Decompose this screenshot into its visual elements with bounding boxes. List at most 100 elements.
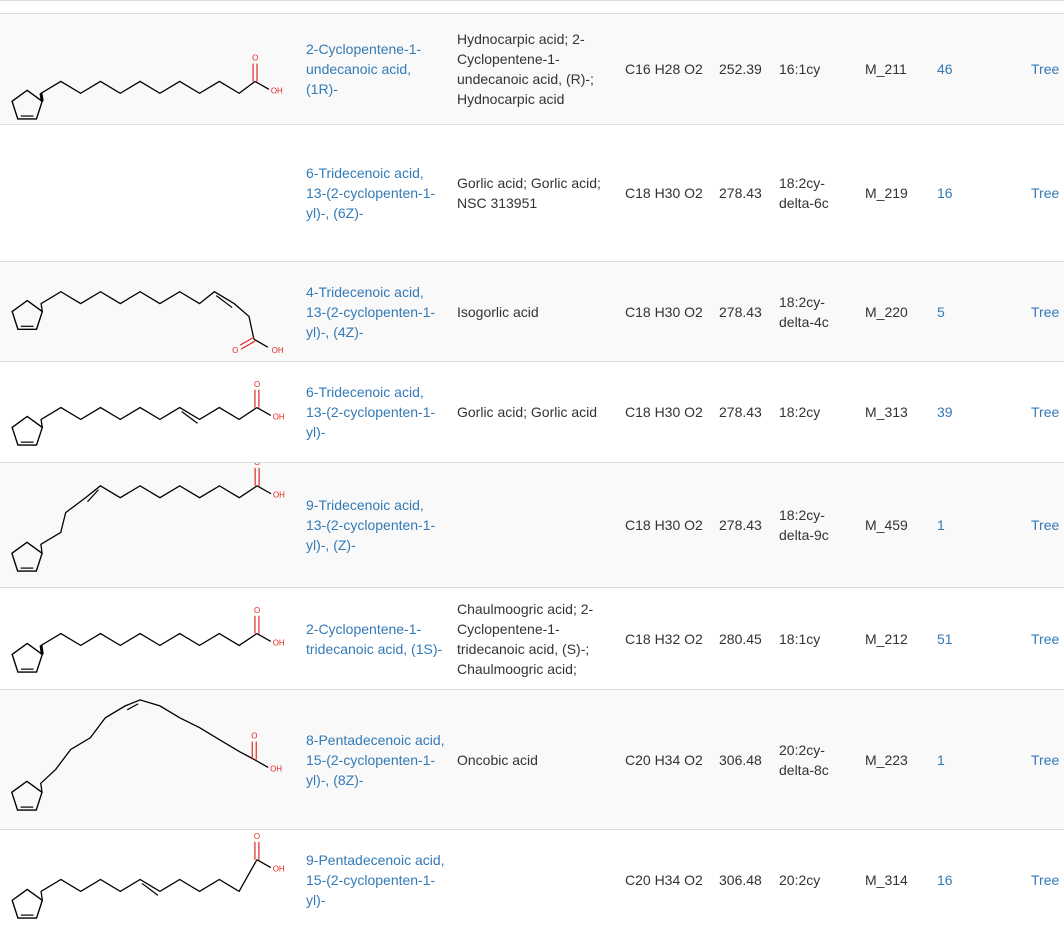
- count-link[interactable]: 39: [937, 404, 953, 420]
- tree-link[interactable]: Tree: [1031, 404, 1060, 420]
- count-link[interactable]: 51: [937, 630, 953, 647]
- oxygen-label: O: [251, 732, 257, 741]
- chain-double-bond: [181, 411, 198, 424]
- carboxyl-bond: [253, 338, 269, 348]
- compound-name-link[interactable]: 6-Tridecenoic acid, 13-(2-cyclopenten-1-…: [306, 384, 436, 440]
- formula-cell: C20 H34 O2: [625, 871, 703, 888]
- cyclopentene-ring: [11, 299, 44, 330]
- structure-diagram: OOH: [0, 125, 300, 261]
- carboxyl-bond: [256, 406, 272, 417]
- hydroxyl-label: OH: [271, 86, 283, 95]
- table-row: O OH 2-Cyclopentene-1-tridecanoic acid, (1…: [0, 587, 1064, 689]
- abbreviation-cell: 18:2cy: [779, 404, 821, 420]
- lipid-id-cell: M_220: [865, 303, 908, 320]
- mass-cell: 278.43: [719, 404, 762, 420]
- chain-double-bond: [87, 489, 99, 503]
- compound-name-link[interactable]: 9-Tridecenoic acid, 13-(2-cyclopenten-1-…: [306, 497, 436, 553]
- stereo-wedge: [39, 645, 44, 655]
- mass-cell: 280.45: [719, 630, 762, 647]
- tree-link[interactable]: Tree: [1031, 751, 1060, 768]
- lipid-id-cell: M_211: [865, 61, 907, 77]
- abbreviation-cell: 20:2cy-delta-8c: [779, 741, 829, 778]
- oxygen-label: O: [252, 54, 258, 63]
- table-row: O OH 2-Cyclopentene-1-undecanoic acid, (1R…: [0, 13, 1064, 124]
- count-link[interactable]: 46: [937, 61, 953, 77]
- count-link[interactable]: 16: [937, 185, 953, 201]
- tree-link[interactable]: Tree: [1031, 517, 1060, 533]
- oxygen-label: O: [254, 463, 260, 467]
- carbon-chain: [40, 485, 258, 554]
- compound-name-link[interactable]: 2-Cyclopentene-1-tridecanoic acid, (1S)-: [306, 620, 443, 657]
- carboxyl-bond: [254, 80, 270, 90]
- carbon-chain: [40, 632, 258, 655]
- mass-cell: 278.43: [719, 185, 762, 201]
- synonyms-cell: Oncobic acid: [457, 751, 538, 768]
- carboxyl-bond: [256, 485, 272, 495]
- carbon-chain: [40, 406, 258, 428]
- count-link[interactable]: 1: [937, 517, 945, 533]
- table-row: O OH 9-Tridecenoic acid, 13-(2-cyclopenten…: [0, 462, 1064, 587]
- compound-name-link[interactable]: 4-Tridecenoic acid, 13-(2-cyclopenten-1-…: [306, 283, 436, 340]
- table-row: O OH 8-Pentadecenoic acid, 15-(2-cyclopent…: [0, 689, 1064, 829]
- tree-link[interactable]: Tree: [1031, 185, 1060, 201]
- stereo-wedge: [39, 93, 44, 102]
- carbon-chain: [40, 80, 256, 102]
- compound-name-link[interactable]: 9-Pentadecenoic acid, 15-(2-cyclopenten-…: [306, 851, 445, 908]
- carbonyl-bond: [239, 336, 255, 346]
- carbon-chain: [40, 699, 255, 793]
- chain-double-bond: [141, 882, 159, 896]
- cyclopentene-ring: [11, 888, 44, 919]
- oxygen-label: O: [254, 832, 260, 841]
- count-link[interactable]: 5: [937, 303, 945, 320]
- oxygen-label: O: [232, 346, 238, 355]
- carboxyl-bond: [256, 859, 272, 869]
- lipid-id-cell: M_314: [865, 871, 908, 888]
- tree-link[interactable]: Tree: [1031, 61, 1060, 77]
- table-row: O OH 9-Pentadecenoic acid, 15-(2-cyclopent…: [0, 829, 1064, 929]
- compound-name-link[interactable]: 8-Pentadecenoic acid, 15-(2-cyclopenten-…: [306, 731, 445, 788]
- tree-link[interactable]: Tree: [1031, 303, 1060, 320]
- count-link[interactable]: 16: [937, 871, 953, 888]
- formula-cell: C18 H30 O2: [625, 303, 703, 320]
- mass-cell: 252.39: [719, 61, 762, 77]
- formula-cell: C16 H28 O2: [625, 61, 703, 77]
- abbreviation-cell: 20:2cy: [779, 871, 821, 888]
- cyclopentene-ring: [10, 780, 43, 811]
- formula-cell: C18 H30 O2: [625, 185, 703, 201]
- tree-link[interactable]: Tree: [1031, 630, 1060, 647]
- synonyms-cell: Gorlic acid; Gorlic acid; NSC 313951: [457, 175, 601, 211]
- mass-cell: 306.48: [719, 871, 762, 888]
- compound-name-link[interactable]: 2-Cyclopentene-1-undecanoic acid, (1R)-: [306, 41, 422, 97]
- abbreviation-cell: 16:1cy: [779, 61, 821, 77]
- oxygen-label: O: [254, 380, 260, 389]
- structure-diagram: OOH: [0, 463, 300, 587]
- carboxyl-bond: [253, 758, 269, 769]
- carbon-chain: [40, 290, 255, 340]
- chain-double-bond: [126, 703, 139, 711]
- abbreviation-cell: 18:1cy: [779, 630, 821, 647]
- chain-double-bond: [215, 295, 233, 309]
- abbreviation-cell: 18:2cy-delta-4c: [779, 293, 829, 330]
- oxygen-label: O: [254, 606, 260, 615]
- abbreviation-cell: 18:2cy-delta-9c: [779, 507, 829, 543]
- compound-name-link[interactable]: 6-Tridecenoic acid, 13-(2-cyclopenten-1-…: [306, 165, 436, 221]
- structure-diagram: O OH: [0, 14, 300, 124]
- mass-cell: 278.43: [719, 303, 762, 320]
- table-row: O OH 4-Tridecenoic acid, 13-(2-cyclopenten…: [0, 261, 1064, 361]
- mass-cell: 278.43: [719, 517, 762, 533]
- tree-link[interactable]: Tree: [1031, 871, 1060, 888]
- synonyms-cell: Chaulmoogric acid; 2-Cyclopentene-1-trid…: [457, 600, 594, 677]
- lipid-id-cell: M_219: [865, 185, 908, 201]
- carbon-chain: [40, 859, 258, 901]
- synonyms-cell: Isogorlic acid: [457, 303, 539, 320]
- count-link[interactable]: 1: [937, 751, 945, 768]
- synonyms-cell: Gorlic acid; Gorlic acid: [457, 404, 598, 420]
